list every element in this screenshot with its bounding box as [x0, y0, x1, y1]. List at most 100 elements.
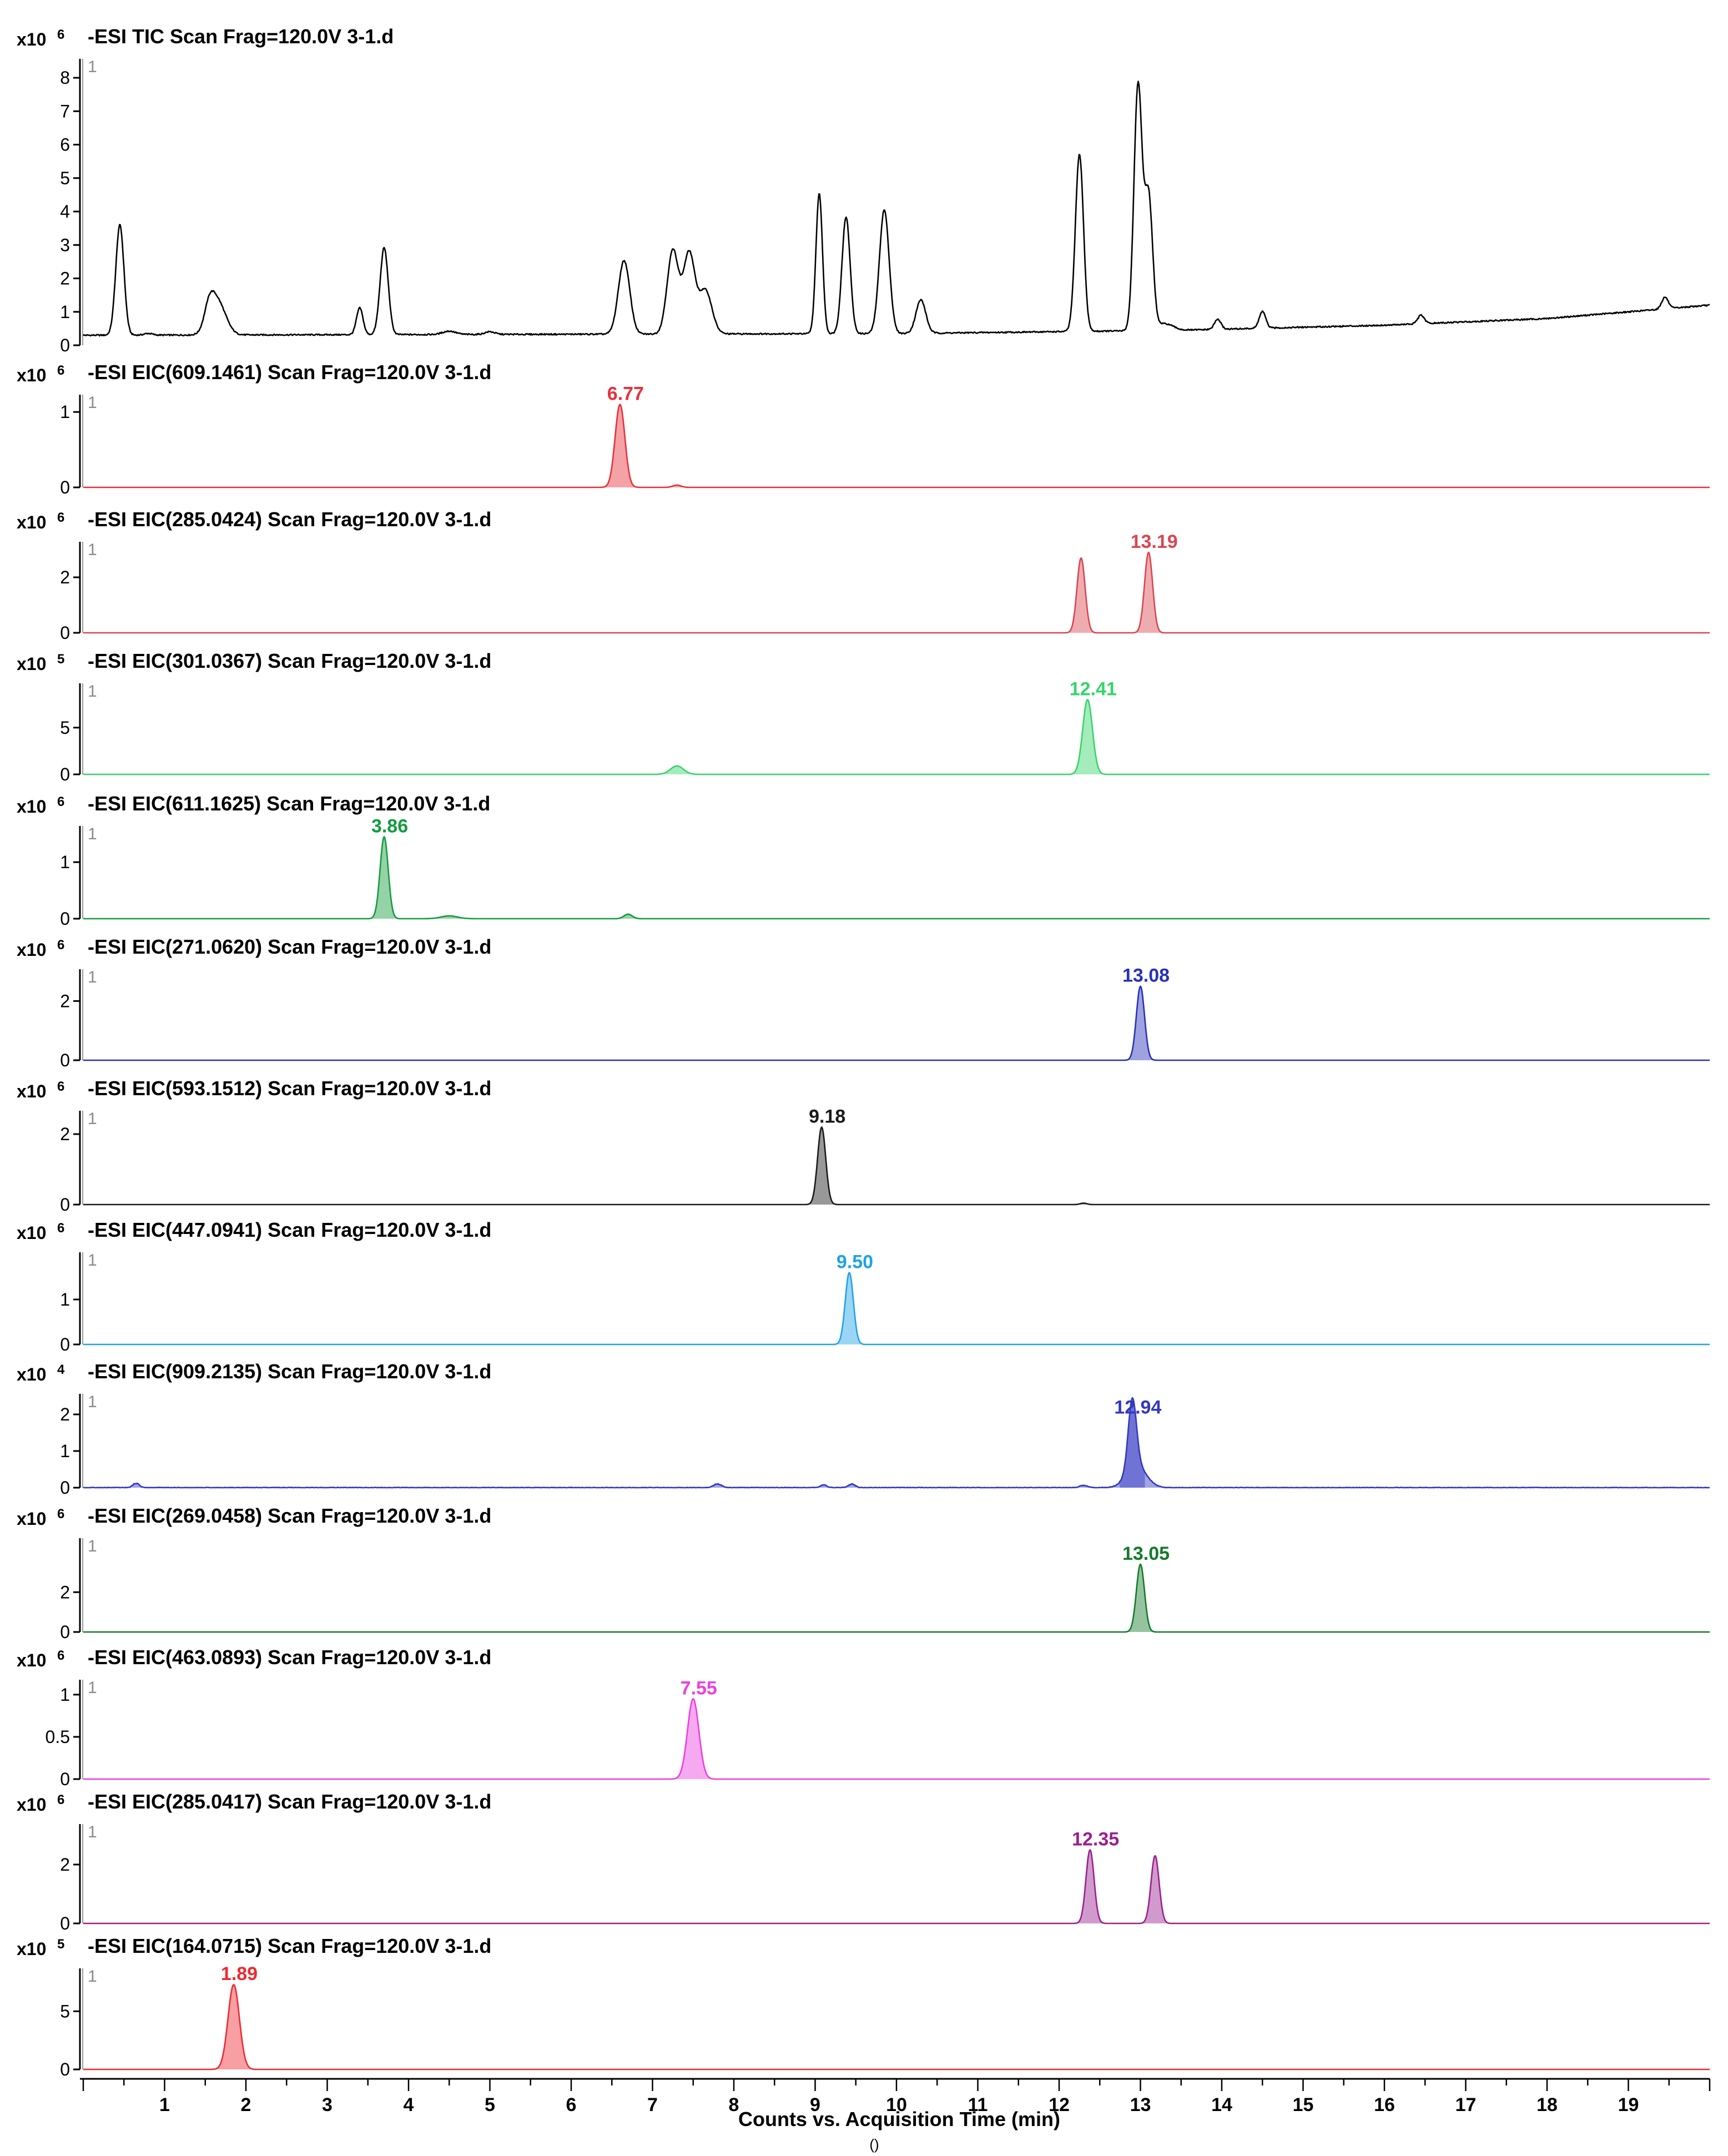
- scale-factor-label: x10: [17, 654, 46, 674]
- scale-exponent-label: 6: [57, 1221, 64, 1236]
- y-tick-label: 0: [60, 1622, 70, 1642]
- y-tick-label: 2: [60, 269, 70, 289]
- panel-title: -ESI EIC(609.1461) Scan Frag=120.0V 3-1.…: [88, 361, 491, 384]
- signal-trace: [83, 985, 1710, 1061]
- x-tick-label: 1: [159, 2094, 170, 2115]
- y-tick-label: 0: [60, 764, 70, 784]
- signal-trace: [83, 1126, 1710, 1206]
- signal-trace: [83, 404, 1710, 488]
- y-tick-label: 1: [60, 1289, 70, 1309]
- scale-exponent-label: 6: [57, 510, 64, 525]
- y-tick-label: 2: [60, 1855, 70, 1875]
- panel-10: x10 6 -ESI EIC(463.0893) Scan Frag=120.0V …: [17, 1646, 1710, 1789]
- x-tick-label: 11: [968, 2094, 988, 2115]
- scale-factor-label: x10: [17, 1509, 46, 1529]
- x-tick-label: 3: [322, 2094, 332, 2115]
- y-tick-label: 0: [60, 623, 70, 643]
- peak-retention-time-label: 9.18: [809, 1106, 845, 1127]
- scale-exponent-label: 6: [57, 363, 64, 378]
- signal-trace: [83, 551, 1710, 634]
- x-axis: 1 2 3 4 5 6 7 8 9 10 11 12 13 14 15 16 17 18 19: [80, 2078, 1711, 2115]
- y-tick-label: 0: [60, 335, 70, 355]
- x-tick-label: 10: [886, 2094, 907, 2115]
- scale-factor-label: x10: [17, 29, 46, 49]
- x-tick-label: 4: [404, 2094, 414, 2115]
- y-tick-label: 3: [60, 235, 70, 255]
- y-tick-label: 2: [60, 567, 70, 587]
- panel-title: -ESI EIC(611.1625) Scan Frag=120.0V 3-1.…: [88, 792, 490, 815]
- y-tick-label: 4: [60, 202, 70, 221]
- signal-trace: [83, 1849, 1710, 1925]
- scale-exponent-label: 6: [57, 794, 64, 809]
- y-tick-label: 0: [60, 1050, 70, 1070]
- panel-8: x10 4 -ESI EIC(909.2135) Scan Frag=120.0V …: [17, 1360, 1710, 1498]
- y-tick-label: 5: [60, 2001, 70, 2021]
- trace-id-label: 1: [88, 968, 97, 986]
- panel-12: x10 5 -ESI EIC(164.0715) Scan Frag=120.0V …: [17, 1935, 1710, 2079]
- y-tick-label: 0: [60, 1195, 70, 1215]
- y-tick-label: 2: [60, 991, 70, 1011]
- x-tick-label: 16: [1374, 2094, 1395, 2115]
- peak-retention-time-label: 7.55: [681, 1678, 717, 1699]
- signal-trace: [83, 1272, 1710, 1346]
- x-tick-label: 19: [1618, 2094, 1639, 2115]
- panel-title: -ESI EIC(164.0715) Scan Frag=120.0V 3-1.…: [88, 1935, 491, 1957]
- x-tick-label: 5: [485, 2094, 495, 2115]
- peak-retention-time-label: 9.50: [837, 1251, 873, 1272]
- y-tick-label: 0: [60, 1913, 70, 1933]
- scale-factor-label: x10: [17, 1795, 46, 1815]
- y-tick-label: 0: [60, 1478, 70, 1498]
- peak-retention-time-label: 13.19: [1131, 531, 1178, 552]
- trace-id-label: 1: [88, 1823, 97, 1841]
- trace-id-label: 1: [88, 682, 97, 701]
- y-tick-label: 0: [60, 1769, 70, 1789]
- signal-trace: [83, 80, 1710, 337]
- chart-panels: x10 6 -ESI TIC Scan Frag=120.0V 3-1.d10123…: [17, 25, 1710, 2079]
- scale-exponent-label: 6: [57, 1792, 64, 1807]
- y-tick-label: 5: [60, 168, 70, 188]
- trace-id-label: 1: [88, 825, 97, 843]
- peak-area: [1127, 1564, 1153, 1632]
- x-tick-label: 12: [1049, 2094, 1070, 2115]
- y-tick-label: 1: [60, 1685, 70, 1705]
- y-tick-label: 0: [60, 909, 70, 929]
- trace-id-label: 1: [88, 1251, 97, 1270]
- scale-factor-label: x10: [17, 1223, 46, 1243]
- x-tick-label: 17: [1455, 2094, 1477, 2115]
- peak-area: [371, 837, 397, 919]
- y-tick-label: 2: [60, 1582, 70, 1602]
- scale-factor-label: x10: [17, 1081, 46, 1101]
- scale-factor-label: x10: [17, 1939, 46, 1959]
- signal-trace: [83, 1397, 1710, 1489]
- y-tick-label: 8: [60, 68, 70, 88]
- peak-area: [215, 1984, 252, 2069]
- scale-exponent-label: 6: [57, 1648, 64, 1663]
- panel-title: -ESI EIC(285.0417) Scan Frag=120.0V 3-1.…: [88, 1790, 491, 1813]
- x-tick-label: 7: [647, 2094, 658, 2115]
- panel-title: -ESI EIC(269.0458) Scan Frag=120.0V 3-1.…: [88, 1504, 491, 1527]
- y-tick-label: 1: [60, 852, 70, 872]
- signal-trace: [83, 1698, 1710, 1780]
- y-tick-label: 6: [60, 135, 70, 155]
- peak-retention-time-label: 3.86: [371, 815, 408, 837]
- trace-id-label: 1: [88, 541, 97, 559]
- scale-factor-label: x10: [17, 365, 46, 385]
- scale-exponent-label: 4: [57, 1362, 65, 1377]
- peak-retention-time-label: 12.94: [1114, 1397, 1161, 1418]
- peak-area: [1072, 699, 1103, 774]
- peak-area: [1120, 1398, 1145, 1488]
- y-tick-label: 1: [60, 1441, 70, 1461]
- y-tick-label: 2: [60, 1124, 70, 1144]
- y-tick-label: 1: [60, 302, 70, 322]
- x-tick-label: 9: [810, 2094, 820, 2115]
- x-tick-label: 8: [729, 2094, 739, 2115]
- y-tick-label: 0: [60, 2059, 70, 2079]
- trace-id-label: 1: [88, 1110, 97, 1128]
- x-tick-label: 14: [1211, 2094, 1232, 2115]
- panel-1: x10 6 -ESI EIC(609.1461) Scan Frag=120.0V …: [17, 361, 1710, 497]
- scale-factor-label: x10: [17, 1364, 46, 1384]
- panel-title: -ESI EIC(463.0893) Scan Frag=120.0V 3-1.…: [88, 1646, 491, 1669]
- trace-id-label: 1: [88, 58, 97, 76]
- scale-factor-label: x10: [17, 1650, 46, 1670]
- y-tick-label: 7: [60, 101, 70, 121]
